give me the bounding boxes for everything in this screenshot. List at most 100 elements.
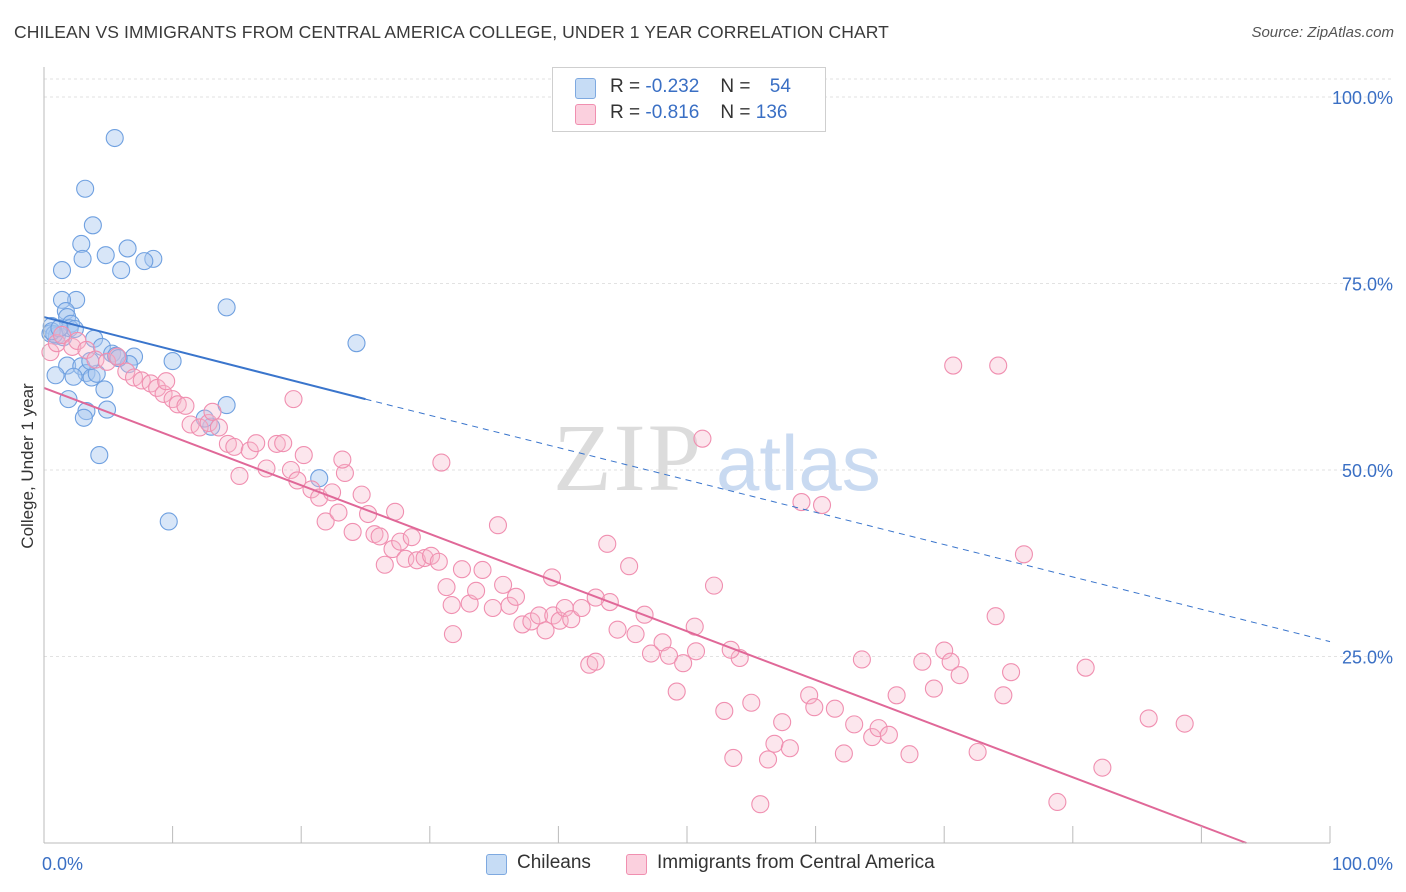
point-central-america (1139, 709, 1158, 728)
point-central-america (765, 734, 784, 753)
point-central-america (913, 652, 932, 671)
point-chilean (159, 512, 178, 531)
point-central-america (674, 654, 693, 673)
point-central-america (443, 625, 462, 644)
point-central-america (442, 595, 461, 615)
point-central-america (900, 745, 919, 764)
point-central-america (536, 621, 555, 640)
point-central-america (641, 644, 661, 663)
point-central-america (693, 429, 712, 448)
point-central-america (950, 666, 969, 685)
source-label: Source: ZipAtlas.com (1251, 24, 1394, 41)
point-chilean (58, 356, 77, 375)
point-central-america (758, 750, 778, 769)
point-chilean (64, 367, 83, 386)
point-central-america (333, 450, 352, 469)
legend-n-label: N = (720, 102, 751, 123)
legend-r-value: -0.816 (645, 102, 700, 123)
point-chilean (118, 239, 137, 258)
point-chilean (67, 290, 86, 309)
point-central-america (812, 496, 832, 515)
point-central-america (852, 650, 871, 669)
point-central-america (281, 460, 300, 480)
point-central-america (284, 390, 303, 409)
chart-title: CHILEAN VS IMMIGRANTS FROM CENTRAL AMERI… (14, 22, 889, 42)
point-central-america (704, 576, 724, 595)
point-central-america (63, 337, 82, 356)
point-central-america (659, 646, 679, 665)
point-chilean (96, 246, 115, 265)
point-central-america (370, 527, 389, 546)
point-central-america (77, 340, 96, 359)
point-chilean (52, 261, 72, 280)
point-chilean (112, 261, 131, 280)
point-central-america (402, 528, 421, 547)
point-central-america (267, 434, 286, 453)
point-central-america (724, 748, 743, 768)
y-axis-title: College, Under 1 year (18, 383, 37, 549)
point-central-america (52, 325, 72, 345)
legend-swatch-chileans (575, 78, 596, 99)
point-central-america (190, 418, 209, 437)
point-central-america (437, 578, 456, 597)
point-central-america (432, 453, 451, 472)
point-central-america (562, 610, 581, 629)
series-label-central-america: Immigrants from Central America (657, 852, 935, 873)
legend-r-value: -0.232 (645, 76, 700, 97)
point-chilean (95, 380, 114, 399)
point-central-america (1093, 758, 1112, 777)
point-central-america (742, 693, 761, 712)
legend-r-label: R = (610, 76, 641, 97)
series-legend: Chileans Immigrants from Central America (0, 852, 1406, 878)
point-central-america (483, 598, 502, 618)
point-central-america (343, 522, 362, 541)
point-central-america (941, 652, 960, 671)
point-central-america (773, 713, 792, 732)
point-chilean (52, 290, 72, 309)
legend-swatch-central-america (575, 104, 596, 125)
point-central-america (620, 557, 639, 576)
point-central-america (247, 434, 266, 453)
point-central-america (230, 466, 249, 486)
point-central-america (396, 549, 415, 568)
point-chilean (46, 366, 65, 385)
point-chilean (217, 298, 236, 317)
point-central-america (225, 437, 244, 456)
point-central-america (203, 402, 222, 421)
point-central-america (989, 356, 1008, 375)
point-central-america (467, 581, 486, 600)
correlation-legend: R = -0.232 N = 54 R = -0.816 N = 136 (552, 67, 826, 132)
point-central-america (488, 516, 508, 535)
point-central-america (608, 620, 627, 639)
point-central-america (1048, 792, 1067, 812)
point-central-america (805, 698, 824, 717)
series-label-chileans: Chileans (517, 852, 591, 873)
point-chilean (74, 408, 93, 427)
trend-line-central-america (43, 387, 1247, 844)
y-tick-label: 25.0% (1342, 648, 1393, 668)
point-central-america (335, 463, 354, 483)
point-central-america (586, 652, 605, 671)
point-central-america (626, 625, 645, 644)
legend-n-label: N = (720, 76, 751, 97)
point-central-america (168, 395, 187, 414)
point-chilean (72, 234, 91, 254)
point-central-america (780, 739, 799, 758)
series-swatch-central-america (626, 854, 647, 875)
point-central-america (715, 701, 734, 721)
point-central-america (240, 441, 259, 460)
point-chilean (163, 352, 182, 371)
point-central-america (352, 485, 371, 504)
point-central-america (323, 483, 342, 502)
point-central-america (429, 552, 448, 571)
point-chilean (83, 216, 102, 235)
point-central-america (944, 356, 963, 375)
point-central-america (667, 682, 686, 701)
point-central-america (994, 686, 1013, 705)
point-central-america (274, 434, 293, 453)
point-central-america (800, 686, 819, 705)
point-chilean (73, 249, 92, 268)
point-central-america (473, 560, 492, 580)
legend-n-value: 136 (755, 102, 788, 123)
